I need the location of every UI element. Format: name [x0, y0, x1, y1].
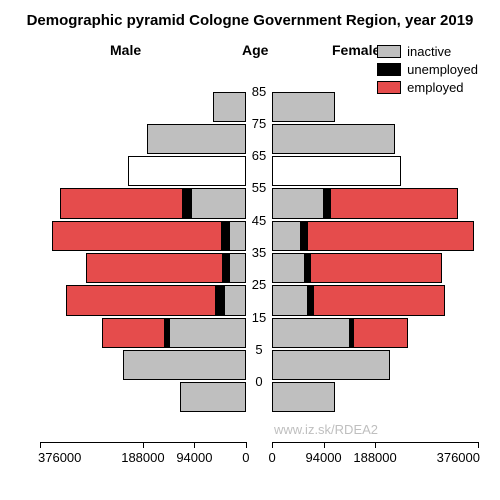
bar-male-unemployed — [216, 285, 224, 315]
bar-female-employed — [353, 318, 408, 348]
age-label: 35 — [246, 245, 272, 260]
x-axis-tick — [194, 442, 195, 448]
header-age: Age — [242, 42, 268, 58]
bar-male-employed — [66, 285, 217, 315]
x-axis-tick-label: 188000 — [345, 450, 405, 465]
x-axis-tick-label: 376000 — [420, 450, 480, 465]
bar-male-inactive — [229, 221, 245, 251]
chart-title: Demographic pyramid Cologne Government R… — [0, 12, 500, 29]
bar-male-inactive — [229, 253, 245, 283]
header-female: Female — [332, 42, 380, 58]
bar-female-inactive — [272, 124, 395, 154]
age-label: 65 — [246, 148, 272, 163]
bar-female-inactive — [272, 221, 300, 251]
legend-swatch-inactive — [377, 45, 401, 58]
age-label: 15 — [246, 310, 272, 325]
bar-female-employed — [313, 285, 444, 315]
bar-male-employed — [86, 253, 223, 283]
bar-male-unemployed — [165, 318, 169, 348]
watermark: www.iz.sk/RDEA2 — [274, 422, 378, 437]
bar-female-inactive — [272, 156, 401, 186]
x-axis-tick — [246, 442, 247, 448]
age-label: 55 — [246, 180, 272, 195]
x-axis-tick — [143, 442, 144, 448]
bar-male-inactive — [224, 285, 246, 315]
age-label: 5 — [246, 342, 272, 357]
bar-male-inactive — [169, 318, 246, 348]
age-label: 85 — [246, 84, 272, 99]
bar-female-inactive — [272, 285, 308, 315]
bar-male-inactive — [123, 350, 246, 380]
x-axis-tick — [324, 442, 325, 448]
bar-female-inactive — [272, 188, 324, 218]
x-axis-tick-label: 376000 — [38, 450, 98, 465]
bar-female-inactive — [272, 382, 335, 412]
bar-male-inactive — [213, 92, 246, 122]
age-label: 45 — [246, 213, 272, 228]
bar-female-inactive — [272, 350, 390, 380]
bar-male-inactive — [180, 382, 246, 412]
age-label: 75 — [246, 116, 272, 131]
demographic-pyramid-chart: Demographic pyramid Cologne Government R… — [0, 0, 500, 500]
bar-female-employed — [307, 221, 474, 251]
x-axis-tick — [40, 442, 41, 448]
bar-female-employed — [330, 188, 459, 218]
legend-item-inactive: inactive — [377, 42, 478, 60]
bar-male-inactive — [128, 156, 246, 186]
bar-male-unemployed — [183, 188, 191, 218]
bar-female-employed — [310, 253, 441, 283]
plot-area: 8575655545352515503760001880009400000940… — [40, 60, 478, 440]
age-label: 25 — [246, 277, 272, 292]
bar-male-inactive — [147, 124, 246, 154]
bar-male-unemployed — [223, 253, 230, 283]
age-label: 0 — [246, 374, 272, 389]
x-axis-tick — [478, 442, 479, 448]
bar-male-inactive — [191, 188, 246, 218]
x-axis-tick — [375, 442, 376, 448]
pyramid-row: 0 — [40, 382, 478, 412]
bar-female-inactive — [272, 253, 305, 283]
legend-label-inactive: inactive — [407, 44, 451, 59]
header-male: Male — [110, 42, 141, 58]
bar-female-inactive — [272, 318, 350, 348]
bar-male-employed — [60, 188, 183, 218]
x-axis-tick — [272, 442, 273, 448]
bar-female-inactive — [272, 92, 335, 122]
bar-male-unemployed — [222, 221, 230, 251]
bar-male-employed — [52, 221, 222, 251]
bar-male-employed — [102, 318, 165, 348]
